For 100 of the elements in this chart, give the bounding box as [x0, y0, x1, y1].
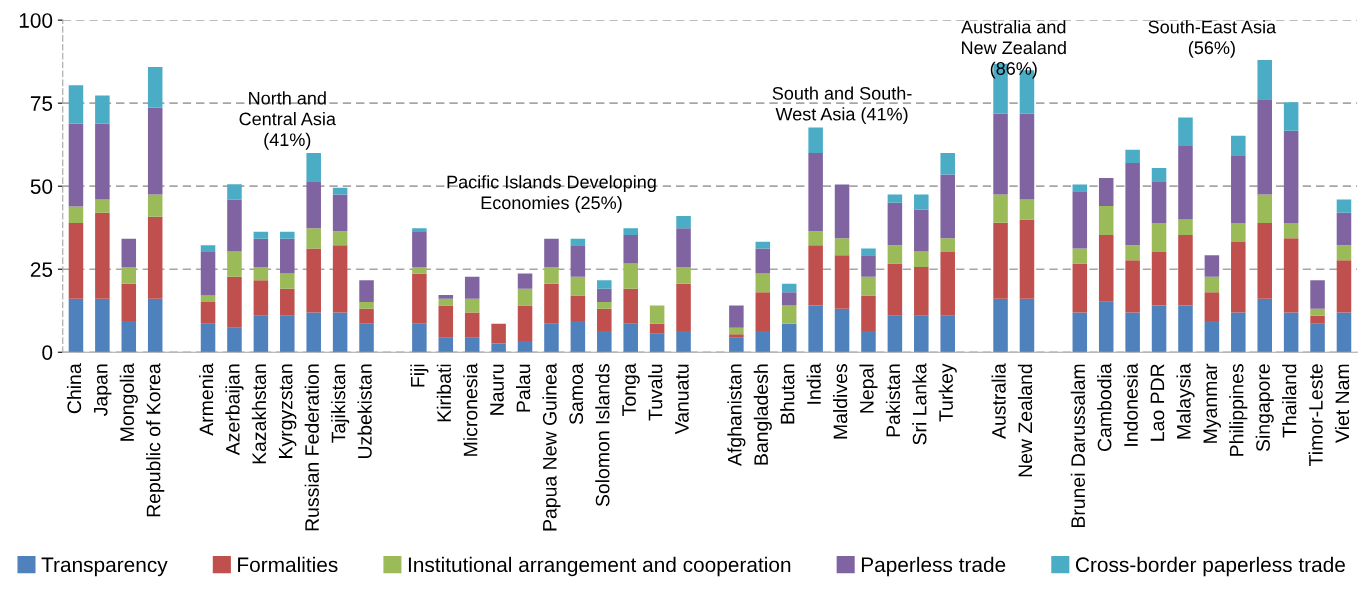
bar: [306, 152, 321, 182]
bar: [729, 337, 744, 353]
bar: [200, 251, 216, 296]
bar: [1072, 312, 1088, 353]
bar: [147, 66, 163, 108]
bar: [1072, 263, 1088, 313]
bar: [940, 152, 955, 175]
bar: [332, 312, 348, 353]
bar: [729, 305, 744, 328]
x-tick-label: Solomon Islands: [595, 364, 610, 507]
bar: [1231, 155, 1246, 224]
bar: [95, 298, 110, 353]
bar: [808, 152, 823, 232]
y-tick-label: 0: [42, 345, 53, 360]
bar: [1019, 219, 1035, 299]
bar: [1310, 308, 1325, 316]
bar: [940, 174, 955, 239]
bar: [1125, 162, 1140, 246]
bar: [147, 194, 163, 217]
x-tick-label: Micronesia: [463, 363, 478, 456]
bar: [940, 251, 955, 316]
x-tick-label: Nauru: [490, 364, 504, 415]
bar: [570, 295, 586, 322]
bar: [1336, 312, 1352, 353]
bar: [729, 327, 744, 335]
bar: [1178, 235, 1193, 306]
bar: [781, 283, 797, 293]
bar: [438, 305, 454, 338]
bar: [227, 184, 242, 200]
bar: [147, 216, 163, 299]
bar: [887, 263, 903, 316]
bar: [1257, 59, 1272, 100]
bar: [438, 337, 454, 353]
bar: [1151, 223, 1167, 252]
bar: [227, 276, 242, 328]
bar: [676, 216, 691, 229]
bar: [253, 231, 269, 239]
x-tick-label: Singapore: [1255, 364, 1274, 452]
x-tick-label: Turkey: [938, 363, 957, 422]
bar: [1336, 199, 1352, 213]
bar: [861, 248, 876, 256]
x-tick-label: Armenia: [198, 363, 214, 436]
bar: [1151, 305, 1167, 353]
bar: [517, 340, 533, 353]
bar: [1151, 181, 1167, 224]
bar: [68, 206, 84, 224]
bar: [1204, 255, 1220, 277]
x-tick-label: Kyrgyzstan: [278, 364, 297, 458]
bar: [834, 255, 850, 309]
bar: [597, 280, 612, 289]
bar: [1019, 298, 1035, 353]
bar: [95, 95, 110, 124]
bar: [834, 238, 850, 256]
bar: [1098, 301, 1114, 353]
bar: [1125, 245, 1140, 261]
bar: [412, 232, 427, 267]
bar: [359, 280, 374, 303]
bar: [993, 194, 1008, 223]
x-tick-label: Samoa: [569, 363, 584, 425]
bar: [676, 330, 691, 353]
annotation: Pacific Islands Developing Economies (25%): [447, 175, 656, 213]
x-tick-label: Republic of Korea: [146, 363, 165, 517]
x-tick-label: Azerbaijan: [225, 364, 244, 456]
bar: [227, 251, 242, 277]
bar: [1283, 102, 1299, 131]
x-tick-label: Thailand: [1282, 364, 1297, 438]
bar: [1204, 292, 1220, 322]
bar: [412, 266, 427, 274]
bar: [887, 245, 903, 264]
bar: [1151, 167, 1167, 182]
x-tick-label: Tonga: [622, 363, 640, 416]
bar: [1257, 223, 1272, 299]
x-tick-label: Viet Nam: [1334, 364, 1350, 443]
bar: [597, 288, 612, 303]
bar: [200, 302, 216, 324]
bar: [755, 330, 771, 353]
bar: [95, 123, 110, 200]
bar: [1283, 223, 1299, 239]
bar: [544, 283, 559, 324]
x-tick-label: Brunei Darussalam: [1070, 364, 1086, 528]
y-tick-label: 100: [19, 13, 53, 28]
bar: [280, 288, 295, 316]
bar: [861, 330, 876, 353]
bar: [808, 127, 823, 153]
bar: [227, 199, 242, 252]
bar: [676, 228, 691, 267]
bar: [200, 323, 216, 353]
bar: [95, 212, 110, 299]
x-tick-label: Bhutan: [780, 364, 795, 424]
bar: [1231, 135, 1246, 156]
bar: [649, 305, 665, 324]
legend-label: Institutional arrangement and cooperation: [408, 556, 791, 577]
bar: [68, 298, 84, 353]
bar: [887, 315, 903, 353]
bar: [597, 302, 612, 309]
bar: [834, 308, 850, 353]
x-tick-label: Japan: [94, 364, 112, 417]
bar: [781, 323, 797, 353]
bar: [412, 273, 427, 324]
bar: [808, 245, 823, 306]
